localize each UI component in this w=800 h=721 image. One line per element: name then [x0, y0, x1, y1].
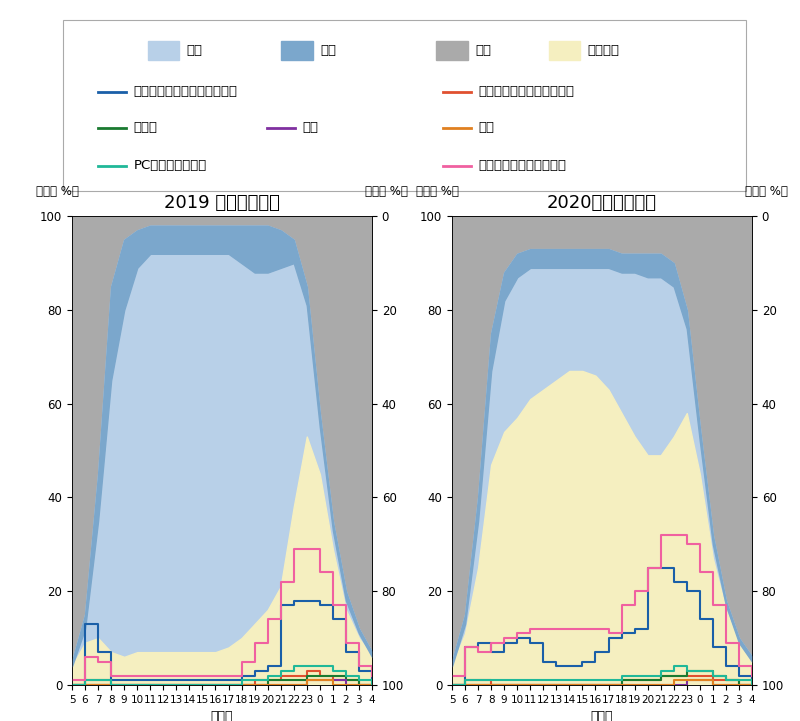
Text: 外出: 外出 — [186, 44, 202, 57]
Text: 睡眠: 睡眠 — [475, 44, 491, 57]
X-axis label: （時）: （時） — [210, 710, 234, 721]
Text: テレビ番組の録画再生視聴: テレビ番組の録画再生視聴 — [478, 85, 574, 99]
Text: PCインターネット: PCインターネット — [134, 159, 206, 172]
Title: 2019 年（高校生）: 2019 年（高校生） — [164, 194, 280, 212]
FancyBboxPatch shape — [63, 19, 746, 191]
Bar — [549, 40, 581, 61]
Text: 移動: 移動 — [320, 44, 336, 57]
Text: テレビ（リアルタイム視聴）: テレビ（リアルタイム視聴） — [134, 85, 238, 99]
Bar — [436, 40, 468, 61]
Bar — [282, 40, 313, 61]
Text: 起床在宅: 起床在宅 — [587, 44, 619, 57]
Text: （宅外 %）: （宅外 %） — [365, 185, 408, 198]
Text: モバイルインターネット: モバイルインターネット — [478, 159, 566, 172]
Bar — [147, 40, 179, 61]
X-axis label: （時）: （時） — [590, 710, 614, 721]
Text: 雑誌: 雑誌 — [478, 121, 494, 135]
Text: （宅外 %）: （宅外 %） — [745, 185, 788, 198]
Text: （宅内 %）: （宅内 %） — [36, 185, 79, 198]
Text: 新聞: 新聞 — [302, 121, 318, 135]
Text: ラジオ: ラジオ — [134, 121, 158, 135]
Title: 2020年（高校生）: 2020年（高校生） — [547, 194, 657, 212]
Text: （宅内 %）: （宅内 %） — [416, 185, 459, 198]
